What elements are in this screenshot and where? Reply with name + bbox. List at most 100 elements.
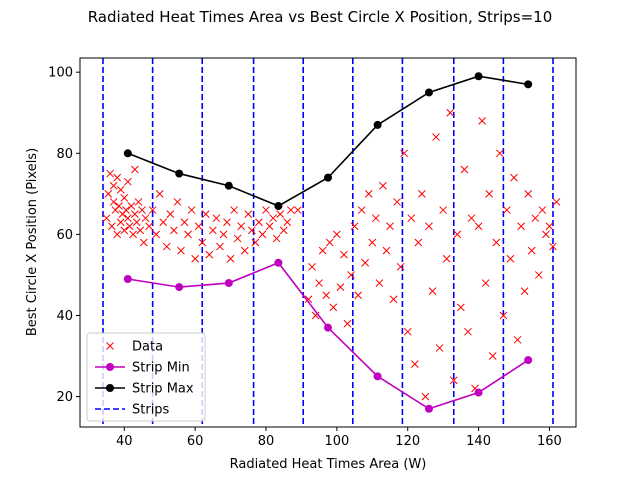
- data-point: [495, 149, 504, 158]
- x-tick-label: 60: [187, 434, 204, 449]
- data-point: [474, 222, 483, 231]
- data-point: [481, 279, 490, 287]
- data-point: [108, 222, 116, 231]
- data-point: [116, 185, 125, 194]
- data-point: [262, 206, 270, 214]
- strip-min-point: [175, 283, 184, 292]
- data-point: [237, 222, 246, 231]
- data-point: [129, 230, 137, 239]
- x-tick-label: 40: [116, 434, 133, 449]
- data-point: [148, 206, 157, 214]
- data-point: [464, 327, 472, 336]
- legend-marker: [106, 342, 114, 350]
- data-point: [286, 206, 295, 214]
- data-point: [538, 206, 547, 214]
- data-point: [442, 254, 451, 263]
- data-point: [343, 319, 352, 328]
- strip-max-point: [373, 120, 382, 129]
- strip-max-point: [324, 173, 332, 182]
- data-point: [212, 214, 221, 223]
- data-point: [194, 222, 203, 231]
- data-point: [139, 238, 148, 247]
- legend-box: [86, 332, 206, 422]
- data-point: [435, 344, 444, 352]
- data-point: [276, 210, 285, 218]
- plot-area: 40 60 80 100 120 140 160 20 40 60 80 100: [48, 57, 577, 449]
- strip-min-point: [123, 274, 132, 283]
- data-point: [545, 222, 554, 231]
- strip-min-point: [224, 279, 233, 288]
- legend-label: Strip Max: [132, 382, 194, 397]
- legend-label: Strip Min: [132, 361, 190, 376]
- legend-label: Strips: [132, 403, 170, 418]
- data-point: [120, 194, 129, 202]
- data-point: [414, 238, 423, 247]
- data-point: [379, 181, 387, 190]
- data-point: [136, 226, 145, 235]
- data-point: [230, 206, 238, 214]
- data-point: [122, 206, 130, 214]
- data-point: [166, 210, 175, 218]
- data-point: [123, 177, 132, 186]
- data-point: [113, 173, 122, 182]
- data-point: [109, 198, 118, 206]
- data-point: [552, 198, 561, 206]
- legend-marker: [106, 384, 114, 392]
- data-point: [393, 198, 401, 206]
- data-point: [265, 222, 274, 231]
- legend-marker: [106, 363, 114, 371]
- data-point: [120, 226, 129, 235]
- data-point: [272, 234, 281, 243]
- data-point: [180, 218, 189, 227]
- data-point: [269, 214, 277, 223]
- data-point: [131, 165, 139, 174]
- data-point: [329, 303, 338, 312]
- data-point: [485, 189, 494, 198]
- data-point: [162, 242, 171, 251]
- data-point: [527, 246, 536, 255]
- data-point: [125, 222, 134, 231]
- data-point: [389, 295, 398, 304]
- data-point: [524, 189, 533, 198]
- data-point: [506, 254, 515, 263]
- data-point: [106, 169, 114, 178]
- legend-label: Data: [132, 340, 163, 355]
- data-point: [534, 271, 543, 279]
- data-point: [104, 189, 113, 198]
- data-point: [116, 218, 125, 227]
- data-point: [503, 206, 511, 214]
- data-point: [187, 206, 196, 214]
- data-point: [460, 165, 469, 174]
- data-point: [347, 271, 355, 279]
- data-point: [467, 214, 476, 223]
- data-point: [115, 202, 123, 210]
- data-point: [123, 214, 132, 223]
- data-point: [428, 287, 437, 296]
- data-point: [205, 250, 214, 259]
- data-point: [308, 262, 316, 271]
- strip-min-point: [524, 356, 533, 365]
- data-point: [177, 246, 185, 255]
- data-point: [233, 234, 242, 243]
- data-point: [382, 246, 391, 255]
- strip-min-point: [274, 258, 283, 267]
- data-point: [361, 258, 370, 267]
- chart-title: Radiated Heat Times Area vs Best Circle …: [88, 8, 553, 26]
- y-tick-label: 100: [48, 66, 73, 81]
- data-point: [432, 133, 440, 141]
- strip-max-point: [424, 88, 433, 97]
- data-point: [279, 226, 288, 235]
- data-point: [304, 295, 313, 304]
- x-tick-label: 100: [324, 434, 349, 449]
- data-point: [488, 352, 497, 360]
- data-point: [531, 214, 540, 223]
- strip-max-line: [127, 75, 529, 207]
- strip-max-point: [524, 80, 533, 89]
- data-point: [240, 246, 249, 255]
- data-point: [517, 222, 525, 231]
- data-point: [449, 376, 458, 385]
- data-point: [386, 222, 394, 231]
- y-tick-label: 60: [56, 228, 73, 243]
- data-point: [418, 189, 426, 198]
- data-point: [198, 238, 207, 247]
